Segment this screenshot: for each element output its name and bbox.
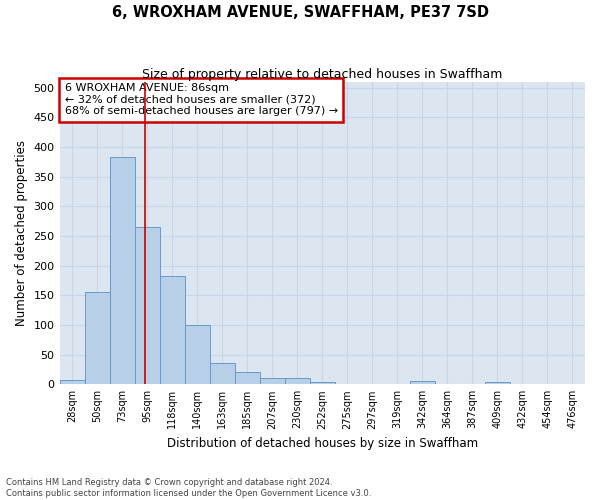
- Text: 6 WROXHAM AVENUE: 86sqm
← 32% of detached houses are smaller (372)
68% of semi-d: 6 WROXHAM AVENUE: 86sqm ← 32% of detache…: [65, 83, 338, 116]
- Bar: [310, 382, 335, 384]
- Bar: [185, 325, 209, 384]
- Bar: [59, 380, 85, 384]
- Text: Contains HM Land Registry data © Crown copyright and database right 2024.
Contai: Contains HM Land Registry data © Crown c…: [6, 478, 371, 498]
- Bar: [209, 363, 235, 384]
- Bar: [110, 157, 134, 384]
- Text: 6, WROXHAM AVENUE, SWAFFHAM, PE37 7SD: 6, WROXHAM AVENUE, SWAFFHAM, PE37 7SD: [112, 5, 488, 20]
- Bar: [160, 276, 185, 384]
- Title: Size of property relative to detached houses in Swaffham: Size of property relative to detached ho…: [142, 68, 502, 80]
- Bar: [485, 382, 510, 384]
- Y-axis label: Number of detached properties: Number of detached properties: [15, 140, 28, 326]
- Bar: [235, 372, 260, 384]
- Bar: [260, 378, 285, 384]
- X-axis label: Distribution of detached houses by size in Swaffham: Distribution of detached houses by size …: [167, 437, 478, 450]
- Bar: [134, 227, 160, 384]
- Bar: [285, 378, 310, 384]
- Bar: [85, 292, 110, 384]
- Bar: [410, 382, 435, 384]
